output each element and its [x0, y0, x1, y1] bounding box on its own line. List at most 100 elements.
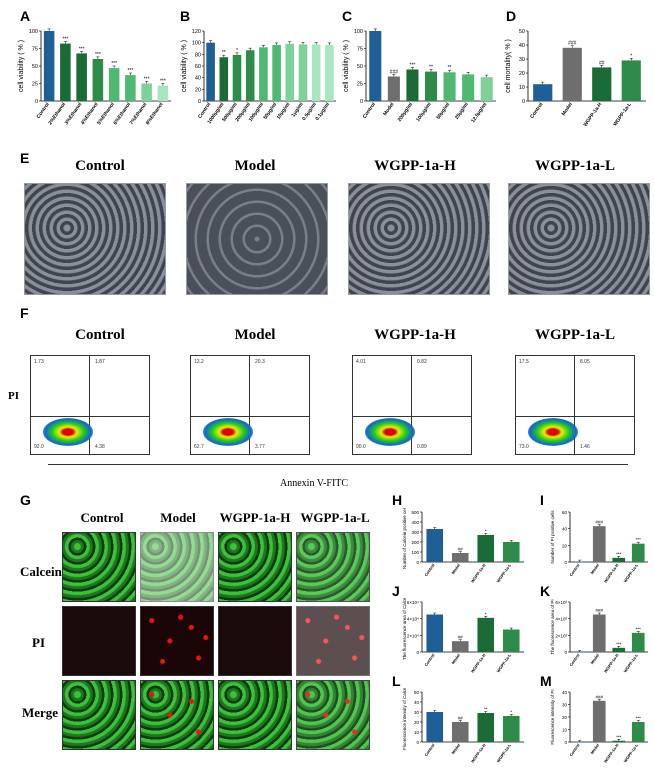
y-tick-label: 0	[416, 560, 419, 565]
y-tick-label: 20	[414, 720, 420, 725]
fluo-calcein-control	[62, 532, 136, 602]
panel-label-f: F	[20, 305, 29, 321]
y-tick-label: 6×10³	[555, 600, 567, 605]
y-tick-label: 2×10⁴	[407, 633, 419, 638]
category-label: 25μg/ml	[454, 101, 470, 120]
f-title-control: Control	[75, 327, 125, 343]
bar	[443, 72, 456, 101]
category-label: WGPP-1a-H	[603, 563, 620, 584]
bar	[108, 68, 120, 101]
y-tick-label: 30	[414, 710, 420, 715]
bar	[219, 57, 229, 101]
bar	[298, 44, 308, 101]
g-title-control: Control	[80, 510, 124, 525]
bar	[426, 712, 444, 742]
bar	[451, 722, 469, 742]
bar	[477, 535, 495, 562]
y-tick-label: 40	[414, 700, 420, 705]
significance-label: ##	[599, 60, 605, 66]
bar	[573, 742, 587, 743]
chart-j: The fluorescence area of Calcein 0 2×10⁴ 4×…	[402, 598, 524, 674]
y-tick-label: 20	[519, 71, 525, 77]
micrograph-high	[348, 183, 490, 295]
category-label: 12.5μg/ml	[470, 101, 488, 124]
flow-quadrant-q2: 0.82	[417, 359, 427, 365]
y-axis-label: cell viability ( % )	[18, 40, 25, 92]
fluo-calcein-high	[218, 532, 292, 602]
bar	[502, 542, 520, 562]
category-label: Model	[450, 563, 461, 575]
fluo-merge-control	[62, 680, 136, 750]
flow-quadrant-q1: 17.5	[519, 359, 529, 365]
bar	[477, 713, 495, 742]
fluo-pi-model	[140, 606, 214, 676]
y-tick-label: 60	[195, 64, 201, 70]
significance-label: ###	[568, 41, 577, 47]
flow-x-axis-line	[48, 464, 628, 465]
fluo-calcein-low	[296, 532, 370, 602]
y-tick-label: 10	[414, 730, 420, 735]
category-label: WGPP-1a-L	[612, 102, 633, 128]
bar	[426, 529, 444, 562]
category-label: 50μg/ml	[435, 101, 451, 120]
panel-label-e: E	[20, 150, 30, 166]
y-tick-label: 0	[416, 650, 419, 655]
y-tick-label: 120	[192, 29, 201, 35]
y-tick-label: 4×10⁴	[407, 617, 419, 622]
bar	[562, 47, 582, 101]
category-label: WGPP-1a-H	[603, 653, 620, 674]
panel-label-k: K	[540, 583, 551, 599]
significance-label: ***	[160, 79, 166, 85]
category-label: Control	[362, 101, 377, 120]
flow-quadrant-q2: 1.87	[95, 359, 105, 365]
y-tick-label: 0	[416, 740, 419, 745]
significance-label: **	[448, 65, 452, 71]
flow-quadrant-q4: 90.0	[356, 444, 366, 450]
significance-label: ###	[595, 608, 603, 613]
fluo-pi-control	[62, 606, 136, 676]
flow-quadrant-q3: 0.89	[417, 444, 427, 450]
category-label: WGPP-1a-L	[622, 652, 639, 673]
flow-x-axis-label: Annexin V-FITC	[280, 478, 349, 489]
bar	[43, 31, 55, 101]
fluo-pi-high	[218, 606, 292, 676]
bar	[631, 722, 645, 742]
category-label: 0.1μg/ml	[314, 101, 331, 122]
e-title-model: Model	[234, 158, 276, 174]
flow-quadrant-q4: 62.7	[194, 444, 204, 450]
chart-l: Fluorescence intensity of Calcein 0 10 20 30…	[402, 688, 524, 764]
flow-plot: 17.5 8.05 73.0 1.46	[515, 355, 635, 455]
bar	[621, 60, 641, 101]
category-label: Model	[382, 101, 396, 117]
y-tick-label: 75	[357, 47, 363, 53]
bar	[573, 561, 587, 563]
panel-label-m: M	[540, 673, 552, 689]
y-axis-label: Fluorescence intensity of PI	[550, 689, 555, 744]
bar	[462, 74, 475, 101]
bar	[612, 557, 626, 562]
bar	[631, 632, 645, 652]
e-title-control: Control	[75, 158, 125, 174]
y-tick-label: 0	[198, 99, 201, 105]
significance-label: **	[429, 65, 433, 71]
significance-label: ***	[62, 37, 68, 43]
significance-label: *	[485, 529, 487, 534]
significance-label: ***	[616, 734, 622, 739]
flow-quadrant-q1: 13.2	[194, 359, 204, 365]
y-axis-label: The fluorescence area of PI	[550, 599, 555, 654]
category-label: Control	[568, 743, 580, 758]
category-label: WGPP-1a-H	[470, 653, 487, 674]
significance-label: ***	[144, 76, 150, 82]
bar	[573, 652, 587, 653]
flow-quadrant-q2: 20.3	[255, 359, 265, 365]
bar	[387, 76, 400, 101]
panel-label-l: L	[392, 673, 401, 689]
category-label: Model	[450, 653, 461, 665]
significance-label: *	[485, 611, 487, 616]
bar	[206, 42, 215, 101]
bar	[502, 629, 520, 652]
bar	[424, 71, 438, 101]
significance-label: ##	[458, 716, 464, 721]
y-axis-label: cell viability ( % )	[343, 40, 350, 92]
bar	[285, 43, 295, 101]
